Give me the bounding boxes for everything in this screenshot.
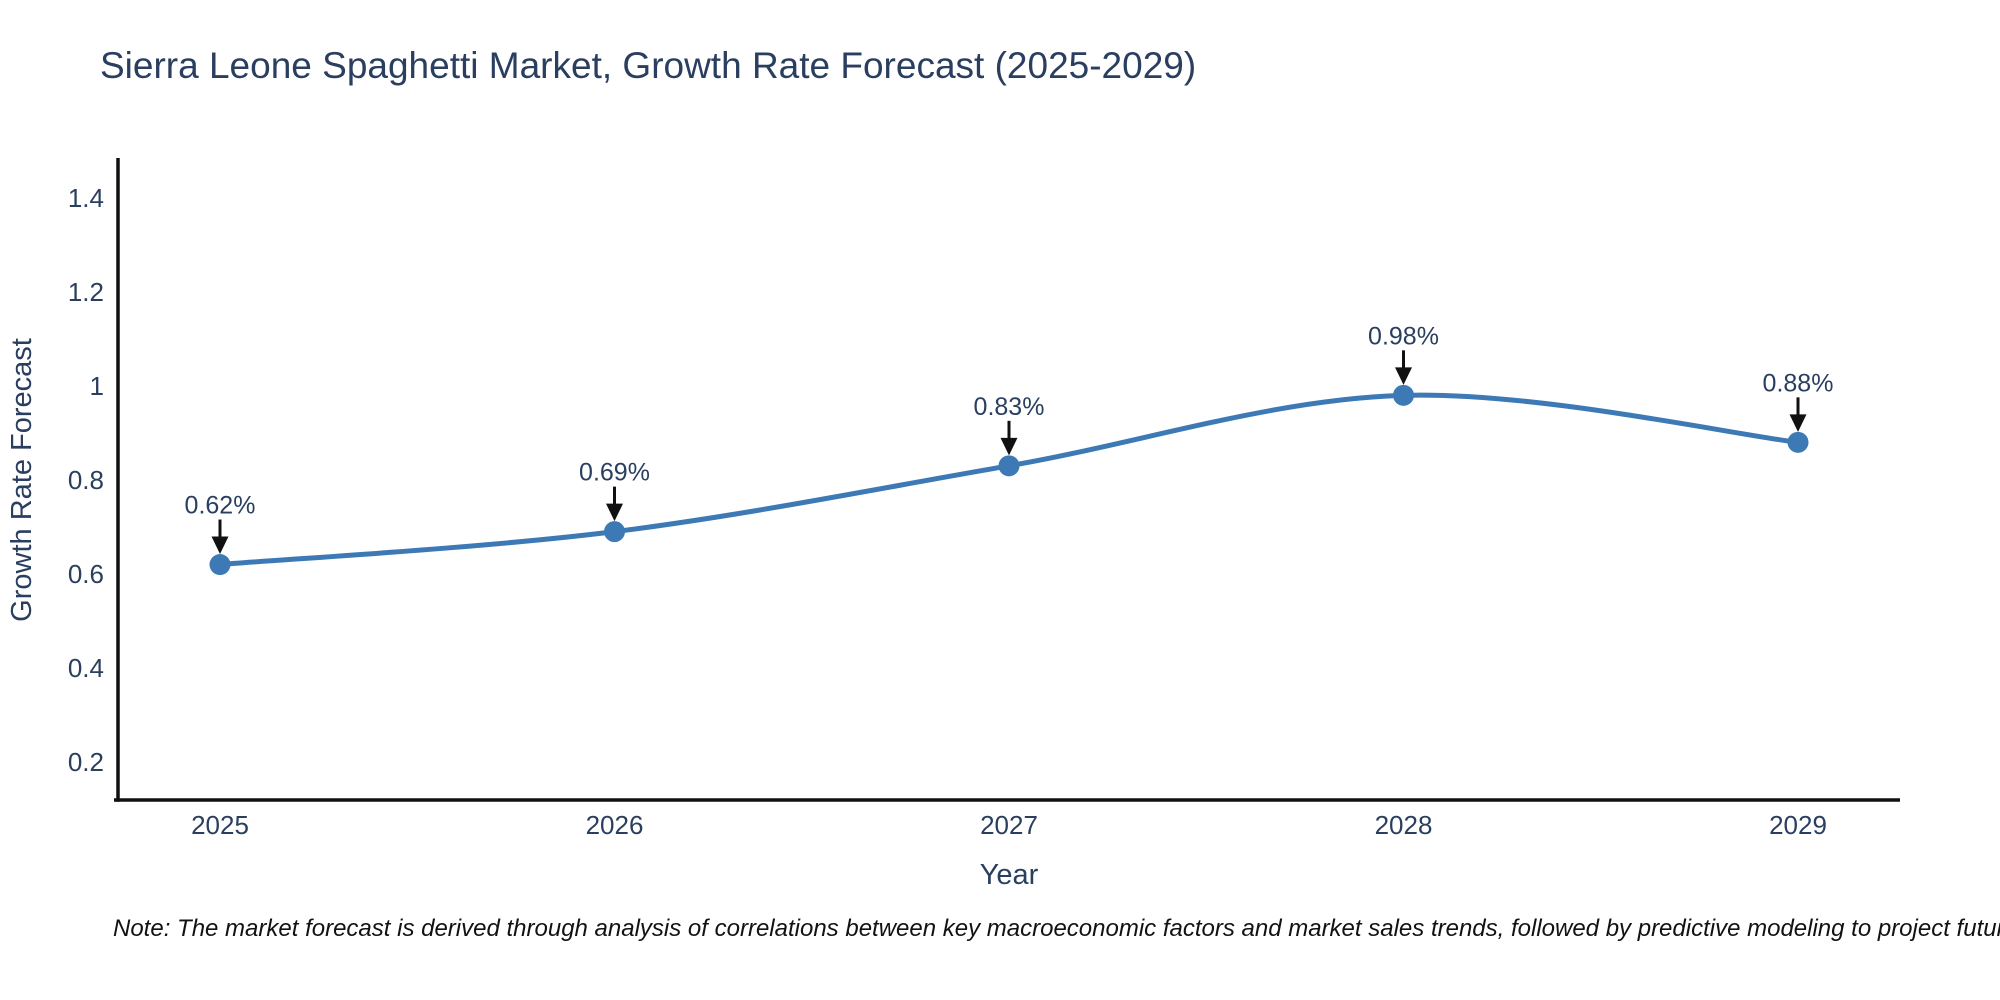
x-tick-label: 2027 xyxy=(980,810,1038,840)
y-tick-label: 1 xyxy=(90,371,104,401)
data-point-2026[interactable] xyxy=(604,521,625,543)
y-tick-label: 1.2 xyxy=(68,277,104,307)
annotation-label: 0.69% xyxy=(579,459,650,487)
point-annotations: 0.62% 0.69% 0.83% 0.98% 0.88% xyxy=(185,322,1834,555)
y-tick-label: 0.4 xyxy=(68,653,104,683)
x-tick-label: 2029 xyxy=(1769,810,1827,840)
x-axis-title: Year xyxy=(980,859,1039,891)
annotation-label: 0.62% xyxy=(185,492,256,520)
data-point-2027[interactable] xyxy=(998,455,1020,477)
annotation-arrow-head xyxy=(211,536,229,555)
annotation-arrow-head xyxy=(1000,437,1018,456)
data-point-2025[interactable] xyxy=(209,554,231,576)
annotation-arrow-head xyxy=(1789,414,1807,432)
x-tick-label: 2026 xyxy=(586,810,644,840)
x-axis-ticks: 2025 2026 2027 2028 2029 xyxy=(191,810,1827,840)
annotation-label: 0.83% xyxy=(974,393,1045,421)
annotation-arrow-head xyxy=(606,503,623,522)
y-tick-label: 1.4 xyxy=(68,183,104,213)
annotation-label: 0.88% xyxy=(1763,369,1834,397)
y-tick-label: 0.2 xyxy=(68,747,104,777)
x-tick-label: 2028 xyxy=(1375,810,1433,840)
chart-title: Sierra Leone Spaghetti Market, Growth Ra… xyxy=(100,45,1197,86)
y-axis-title: Growth Rate Forecast xyxy=(6,338,38,622)
data-point-2029[interactable] xyxy=(1787,431,1809,453)
annotation-arrow-head xyxy=(1395,367,1412,385)
annotation-label: 0.98% xyxy=(1368,322,1439,350)
y-axis-ticks: 0.2 0.4 0.6 0.8 1 1.2 1.4 xyxy=(68,183,104,777)
data-point-2028[interactable] xyxy=(1393,384,1414,406)
footnote: Note: The market forecast is derived thr… xyxy=(113,915,2000,942)
y-tick-label: 0.6 xyxy=(68,559,104,589)
x-tick-label: 2025 xyxy=(191,810,249,840)
line-series xyxy=(209,384,1809,576)
y-tick-label: 0.8 xyxy=(68,465,104,495)
